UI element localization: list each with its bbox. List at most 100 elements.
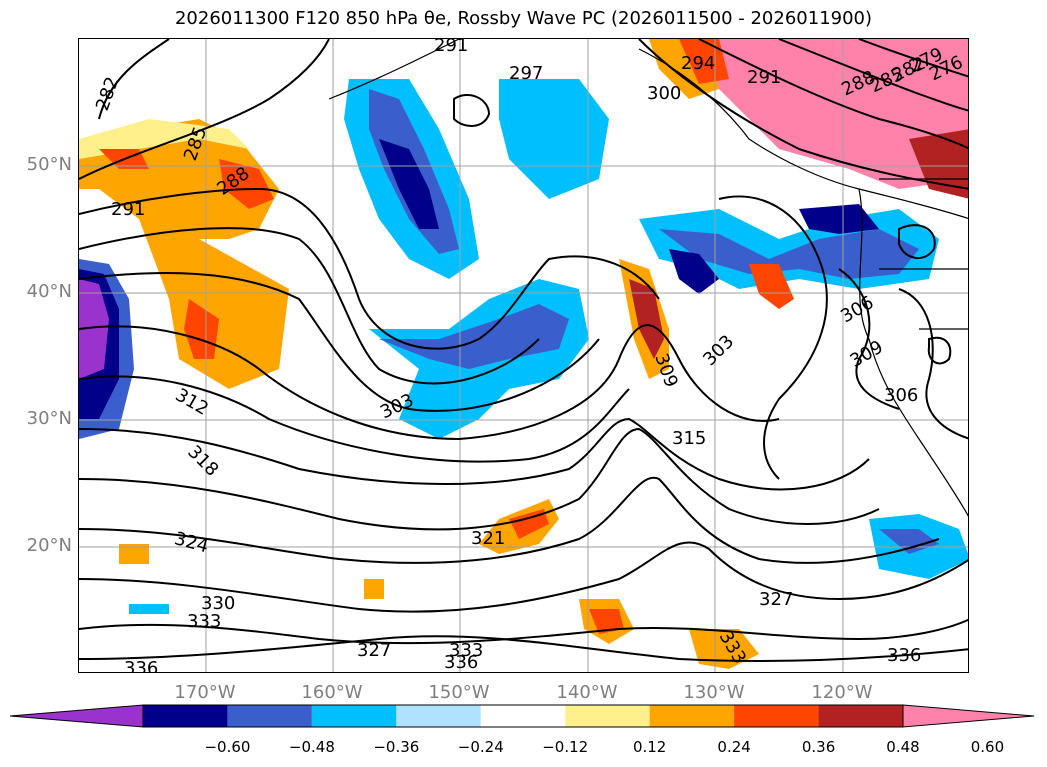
- contour-line: [698, 39, 968, 150]
- colorbar-tick-label: −0.36: [373, 738, 420, 756]
- shade-red-south2: [589, 609, 624, 634]
- contour-line: [718, 195, 828, 480]
- contour-label: 291: [111, 199, 145, 220]
- contour-label: 294: [681, 53, 715, 74]
- coastline-alaska-pan: [638, 48, 968, 219]
- contour-line: [79, 476, 940, 564]
- colorbar-segment: [649, 705, 735, 727]
- colorbar-segment: [818, 705, 903, 727]
- lat-label-20: 20°N: [26, 535, 72, 556]
- contour-label: 318: [183, 441, 222, 480]
- shade-pink-northeast: [669, 39, 968, 189]
- lat-label-40: 40°N: [26, 281, 72, 302]
- colorbar-tick-label: 0.48: [886, 738, 920, 756]
- colorbar-segment: [734, 705, 819, 727]
- lat-label-30: 30°N: [26, 408, 72, 429]
- shade-orange-south3: [689, 629, 759, 669]
- contour-line: [79, 227, 540, 385]
- colorbar-segment: [311, 705, 397, 727]
- colorbar-segment: [480, 705, 566, 727]
- shade-redorange-northeast: [679, 39, 729, 84]
- shading-layer: [79, 39, 968, 669]
- contour-label: 297: [509, 63, 543, 84]
- contour-line: [79, 324, 780, 441]
- contour-label: 291: [434, 39, 468, 56]
- contour-label: 321: [471, 528, 505, 549]
- contour-label: 336: [887, 645, 921, 666]
- colorbar-extend-low: [10, 704, 144, 728]
- contour-line: [79, 375, 630, 463]
- contour-line: [79, 635, 968, 662]
- contour-label: 282: [92, 74, 123, 113]
- lon-label-130w: 130°W: [683, 682, 745, 703]
- shade-navy-east-central: [669, 249, 719, 294]
- contour-line: [898, 288, 968, 440]
- colorbar-tick-label: −0.24: [457, 738, 504, 756]
- contour-label: 303: [699, 331, 738, 370]
- contour-label: 291: [747, 67, 781, 88]
- shade-red-south1: [509, 509, 549, 539]
- shade-orange-small1: [119, 544, 149, 564]
- contour-line: [453, 94, 491, 127]
- lon-label-170w: 170°W: [174, 682, 236, 703]
- colorbar-extend-high: [902, 704, 1035, 728]
- shade-red-west: [219, 159, 274, 209]
- coastline-westcoast: [858, 188, 968, 517]
- colorbar-segment: [143, 705, 228, 727]
- map-canvas: 282 285 288 291 291 291 294 297 300 303 …: [79, 39, 968, 673]
- coastline-alaska: [328, 39, 460, 100]
- lat-label-50: 50°N: [26, 154, 72, 175]
- grid-layer: [79, 39, 968, 672]
- contour-label: 324: [172, 528, 211, 557]
- colorbar-segment: [227, 705, 312, 727]
- contour-line: [79, 427, 880, 531]
- contour-line: [79, 417, 870, 491]
- contour-line: [98, 39, 170, 120]
- lon-label-160w: 160°W: [301, 682, 363, 703]
- shade-navy-central: [379, 139, 439, 229]
- shade-purple-far-west: [79, 279, 109, 379]
- colorbar-segment: [396, 705, 481, 727]
- contour-line: [79, 618, 968, 645]
- colorbar-tick-label: 0.12: [632, 738, 667, 756]
- map-title: 2026011300 F120 850 hPa θe, Rossby Wave …: [174, 8, 873, 29]
- contour-line: [898, 224, 936, 259]
- shade-orange-small2: [364, 579, 384, 599]
- colorbar-tick-label: 0.36: [801, 738, 836, 756]
- colorbar-tick-label: −0.12: [542, 738, 589, 756]
- lon-label-150w: 150°W: [428, 682, 490, 703]
- contour-label: 336: [124, 658, 158, 673]
- colorbar-segments: [10, 704, 1035, 728]
- contour-line: [858, 39, 968, 78]
- contour-label: 330: [201, 593, 235, 614]
- contour-line: [927, 336, 952, 365]
- contour-label: 306: [884, 385, 918, 406]
- colorbar-outline: [142, 704, 904, 728]
- shade-blue-east-central: [659, 229, 919, 279]
- coastline-border: [879, 178, 968, 330]
- contour-label: 327: [357, 640, 391, 661]
- colorbar-tick-label: −0.48: [288, 738, 335, 756]
- coastline-layer: [328, 39, 968, 517]
- contour-label: 333: [187, 611, 221, 632]
- shade-navy-east-central2: [799, 204, 879, 234]
- colorbar-tick-label: 0.24: [717, 738, 751, 756]
- contour-line: [79, 39, 330, 180]
- colorbar: [10, 704, 1035, 728]
- lon-label-140w: 140°W: [556, 682, 618, 703]
- shade-red-streak: [629, 279, 664, 359]
- shade-cyan-small1: [129, 604, 169, 614]
- shade-cyan-north-central: [499, 79, 609, 199]
- contour-line: [79, 187, 660, 350]
- contour-label: 315: [672, 428, 706, 449]
- contour-line: [79, 541, 968, 613]
- contour-layer: [79, 39, 968, 662]
- shade-blue-southeast2: [879, 529, 939, 554]
- shade-red-northeast: [909, 129, 968, 199]
- colorbar-tick-label: 0.60: [970, 738, 1005, 756]
- map-panel: 282 285 288 291 291 291 294 297 300 303 …: [78, 38, 969, 673]
- colorbar-tick-label: −0.60: [204, 738, 251, 756]
- contour-line: [778, 39, 968, 112]
- contour-label: 309: [847, 337, 887, 372]
- colorbar-segment: [565, 705, 650, 727]
